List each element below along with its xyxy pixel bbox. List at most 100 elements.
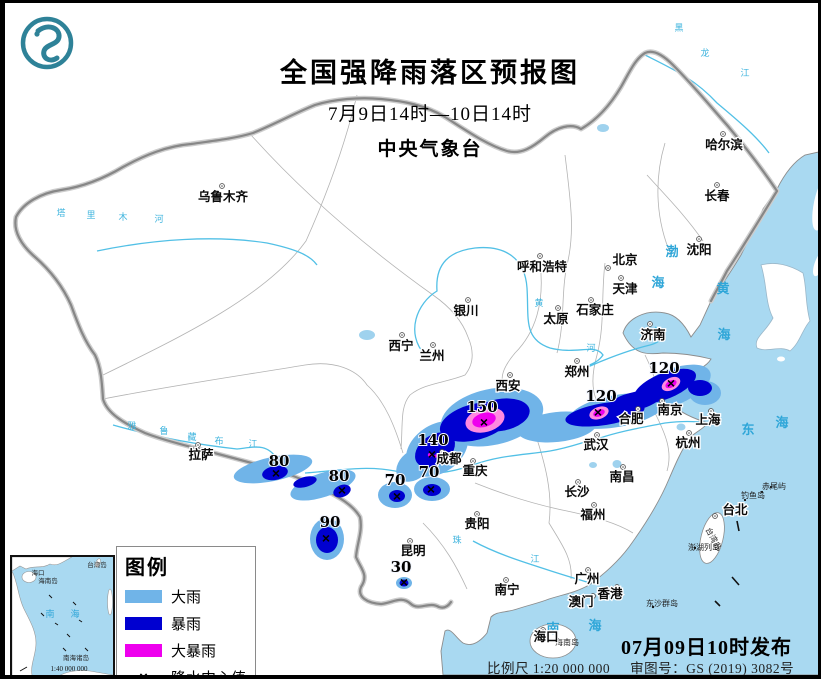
inset-label: 南	[45, 608, 54, 619]
city-北京: 北京	[605, 251, 639, 271]
city-marker-dot	[688, 432, 690, 434]
city-label: 南昌	[609, 469, 634, 484]
city-label: 西安	[495, 378, 520, 393]
city-marker-dot	[542, 629, 544, 631]
precip-center: 70×	[418, 462, 441, 497]
river-label: 江	[530, 554, 539, 564]
legend-row-center-value: × 降水中心值	[125, 667, 247, 679]
city-label: 海口	[533, 629, 558, 644]
city-杭州: 杭州	[674, 430, 702, 451]
inset-label: 海口	[32, 568, 45, 577]
rivers	[96, 54, 770, 584]
precip-x-marker: ×	[322, 530, 330, 546]
legend-title: 图例	[125, 557, 169, 579]
city-天津: 天津	[611, 275, 639, 297]
sea-label: 南	[546, 621, 559, 636]
river-label: 珠	[452, 534, 461, 545]
rainstorm-area	[293, 476, 317, 488]
city-上海: 上海	[694, 408, 722, 428]
city-label: 北京	[612, 252, 638, 267]
island-label: 澎湖列岛	[688, 542, 720, 552]
hainan-island	[529, 623, 577, 659]
city-哈尔滨: 哈尔滨	[704, 131, 744, 153]
city-乌鲁木齐: 乌鲁木齐	[197, 183, 250, 205]
city-label: 西宁	[388, 338, 413, 353]
precip-center: 120×	[584, 386, 617, 420]
inset-label: 台湾岛	[87, 560, 107, 569]
x-marker-icon: ×	[139, 669, 148, 679]
precip-value: 30	[391, 558, 412, 576]
severe-rainstorm-area	[472, 412, 496, 428]
city-西安: 西安	[494, 372, 522, 394]
legend-swatch	[125, 590, 162, 603]
city-marker-dot	[409, 540, 411, 542]
city-长春: 长春	[703, 182, 731, 204]
city-marker-dot	[505, 579, 507, 581]
inset-hainan	[21, 571, 37, 583]
inset-label: 南海诸岛	[63, 653, 89, 662]
city-太原: 太原	[542, 305, 570, 327]
city-marker-dot	[590, 299, 592, 301]
city-marker-dot	[710, 410, 712, 412]
city-拉萨: 拉萨	[187, 442, 215, 463]
city-济南: 济南	[639, 321, 667, 343]
rainstorm-area	[399, 579, 409, 587]
china-map: 渤海 黄海东 海南海 黑龙江塔里木河雅 鲁藏布江黄河珠江 台湾岛海南岛钓鱼岛赤尾屿澎湖…	[12, 23, 818, 675]
city-label: 昆明	[400, 543, 425, 558]
city-marker-dot	[649, 323, 651, 325]
jeju-island	[777, 356, 785, 362]
city-label: 上海	[695, 412, 721, 427]
city-昆明: 昆明	[399, 538, 427, 559]
legend-label: 降水中心值	[171, 670, 247, 679]
logo-swirl	[35, 24, 62, 63]
city-石家庄: 石家庄	[574, 297, 615, 318]
inset-islands	[19, 594, 89, 672]
island-label: 钓鱼岛	[741, 490, 765, 500]
river-label: 雅	[127, 420, 136, 431]
severe-rainstorm-area	[427, 452, 433, 458]
city-香港: 香港	[595, 584, 624, 602]
rainstorm-area	[688, 380, 712, 396]
city-福州: 福州	[578, 502, 607, 523]
legend-label: 暴雨	[171, 616, 202, 633]
legend-label: 大暴雨	[171, 643, 217, 660]
precip-x-marker: ×	[272, 465, 280, 481]
small-islands	[714, 520, 740, 607]
river-label: 江	[248, 439, 257, 449]
city-marker-dot	[401, 334, 403, 336]
river-label: 鲁	[159, 425, 168, 436]
city-marker-dot	[596, 434, 598, 436]
city-label: 贵阳	[464, 516, 489, 531]
sea-label: 海	[717, 327, 730, 342]
city-marker-dot	[472, 460, 474, 462]
severe-rainstorm-area	[434, 454, 438, 458]
city-marker-dot	[587, 569, 589, 571]
city-郑州: 郑州	[563, 358, 591, 380]
city-兰州: 兰州	[418, 342, 446, 364]
city-marker-dot	[576, 360, 578, 362]
city-marker-dot	[716, 184, 718, 186]
precip-value: 70	[385, 471, 406, 489]
city-label: 呼和浩特	[517, 259, 568, 274]
city-label: 合肥	[618, 411, 644, 426]
city-银川: 银川	[452, 297, 480, 319]
precip-x-marker: ×	[400, 574, 408, 590]
precip-center: 70×	[384, 470, 407, 504]
city-label: 沈阳	[686, 242, 711, 257]
city-marker-dot	[476, 513, 478, 515]
river-label: 木	[118, 211, 127, 222]
city-label: 太原	[543, 311, 569, 326]
taiwan-island	[699, 512, 725, 564]
city-marker-dot	[637, 408, 639, 410]
precip-center: 120×	[647, 358, 680, 391]
rainstorm-area	[333, 484, 351, 498]
map-approval-number: 审图号：GS (2019) 3082号	[630, 661, 795, 676]
legend-row: 暴雨	[125, 613, 247, 634]
sea-label: 渤	[665, 244, 678, 259]
city-marker-dot	[467, 299, 469, 301]
city-南京: 南京	[656, 398, 684, 418]
city-label: 南宁	[494, 582, 519, 597]
map-credits: 比例尺 1:20 000 000 审图号：GS (2019) 3082号	[487, 657, 795, 676]
city-marker-dot	[197, 444, 199, 446]
